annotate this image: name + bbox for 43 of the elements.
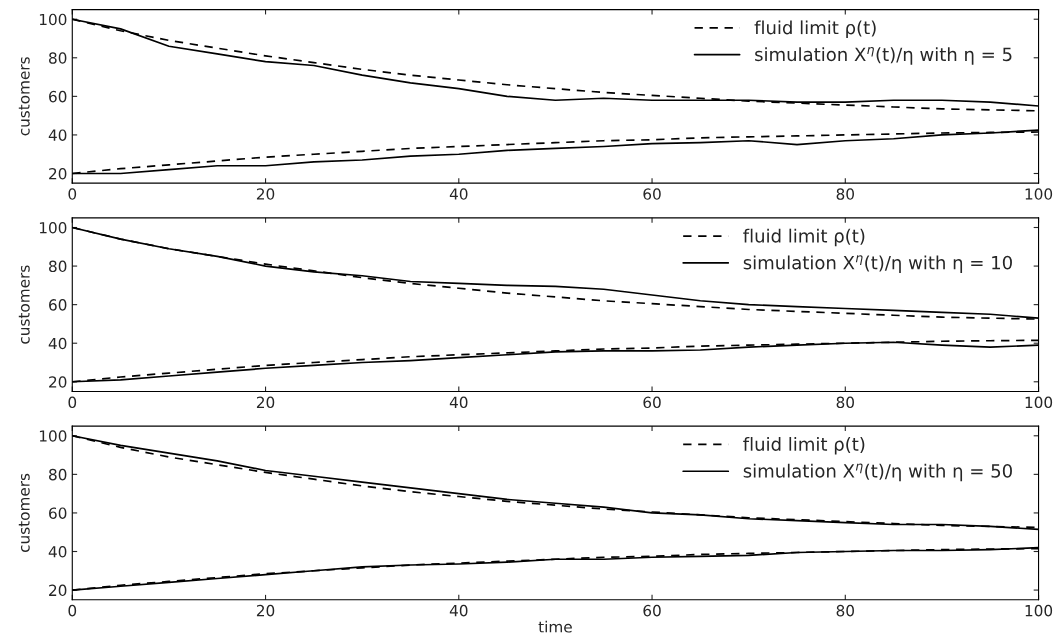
- y-tick-label: 40: [48, 129, 67, 141]
- x-tick-label: 60: [643, 188, 661, 200]
- y-tick-label: 20: [49, 584, 67, 597]
- y-tick-label: 100: [39, 221, 67, 234]
- x-tick-label: 40: [449, 396, 468, 409]
- x-tick-label: 0: [68, 604, 77, 617]
- x-tick-label: 60: [643, 604, 661, 617]
- x-tick-label: 60: [643, 396, 661, 409]
- y-axis-title: customers: [18, 57, 30, 136]
- x-tick-label: 0: [68, 396, 77, 409]
- x-tick-label: 80: [836, 396, 854, 409]
- legend-label: simulation X$^{η}$(t)/η with η = 5: [755, 46, 1012, 65]
- y-tick-label: 40: [48, 545, 67, 558]
- x-tick-label: 80: [836, 604, 854, 617]
- y-tick-label: 60: [49, 507, 67, 519]
- legend-label: fluid limit ρ(t): [743, 228, 865, 247]
- legend-label: fluid limit ρ(t): [743, 436, 865, 455]
- y-tick-label: 80: [49, 468, 67, 481]
- x-tick-label: 40: [449, 188, 468, 200]
- x-tick-label: 80: [836, 188, 854, 200]
- legend-label: fluid limit ρ(t): [754, 20, 876, 38]
- y-tick-label: 20: [49, 376, 67, 388]
- x-axis-title: time: [538, 620, 572, 633]
- y-axis-title: customers: [18, 473, 30, 553]
- y-tick-label: 60: [49, 90, 67, 103]
- x-tick-label: 20: [256, 396, 275, 409]
- x-tick-label: 100: [1025, 604, 1053, 617]
- y-axis-title: customers: [18, 265, 30, 344]
- y-tick-label: 100: [39, 13, 67, 26]
- x-tick-label: 40: [449, 604, 468, 617]
- y-tick-label: 100: [39, 430, 67, 442]
- legend-label: simulation X$^{η}$(t)/η with η = 10: [743, 255, 1012, 273]
- x-tick-label: 0: [68, 188, 77, 200]
- x-tick-label: 20: [256, 604, 275, 617]
- x-tick-label: 100: [1025, 396, 1053, 409]
- y-tick-label: 60: [49, 299, 67, 311]
- y-tick-label: 40: [48, 337, 67, 350]
- y-tick-label: 80: [49, 52, 67, 64]
- legend-label: simulation X$^{η}$(t)/η with η = 50: [743, 463, 1012, 482]
- y-tick-label: 80: [49, 260, 67, 273]
- x-tick-label: 100: [1025, 188, 1053, 200]
- x-tick-label: 20: [256, 188, 275, 200]
- y-tick-label: 20: [49, 167, 67, 180]
